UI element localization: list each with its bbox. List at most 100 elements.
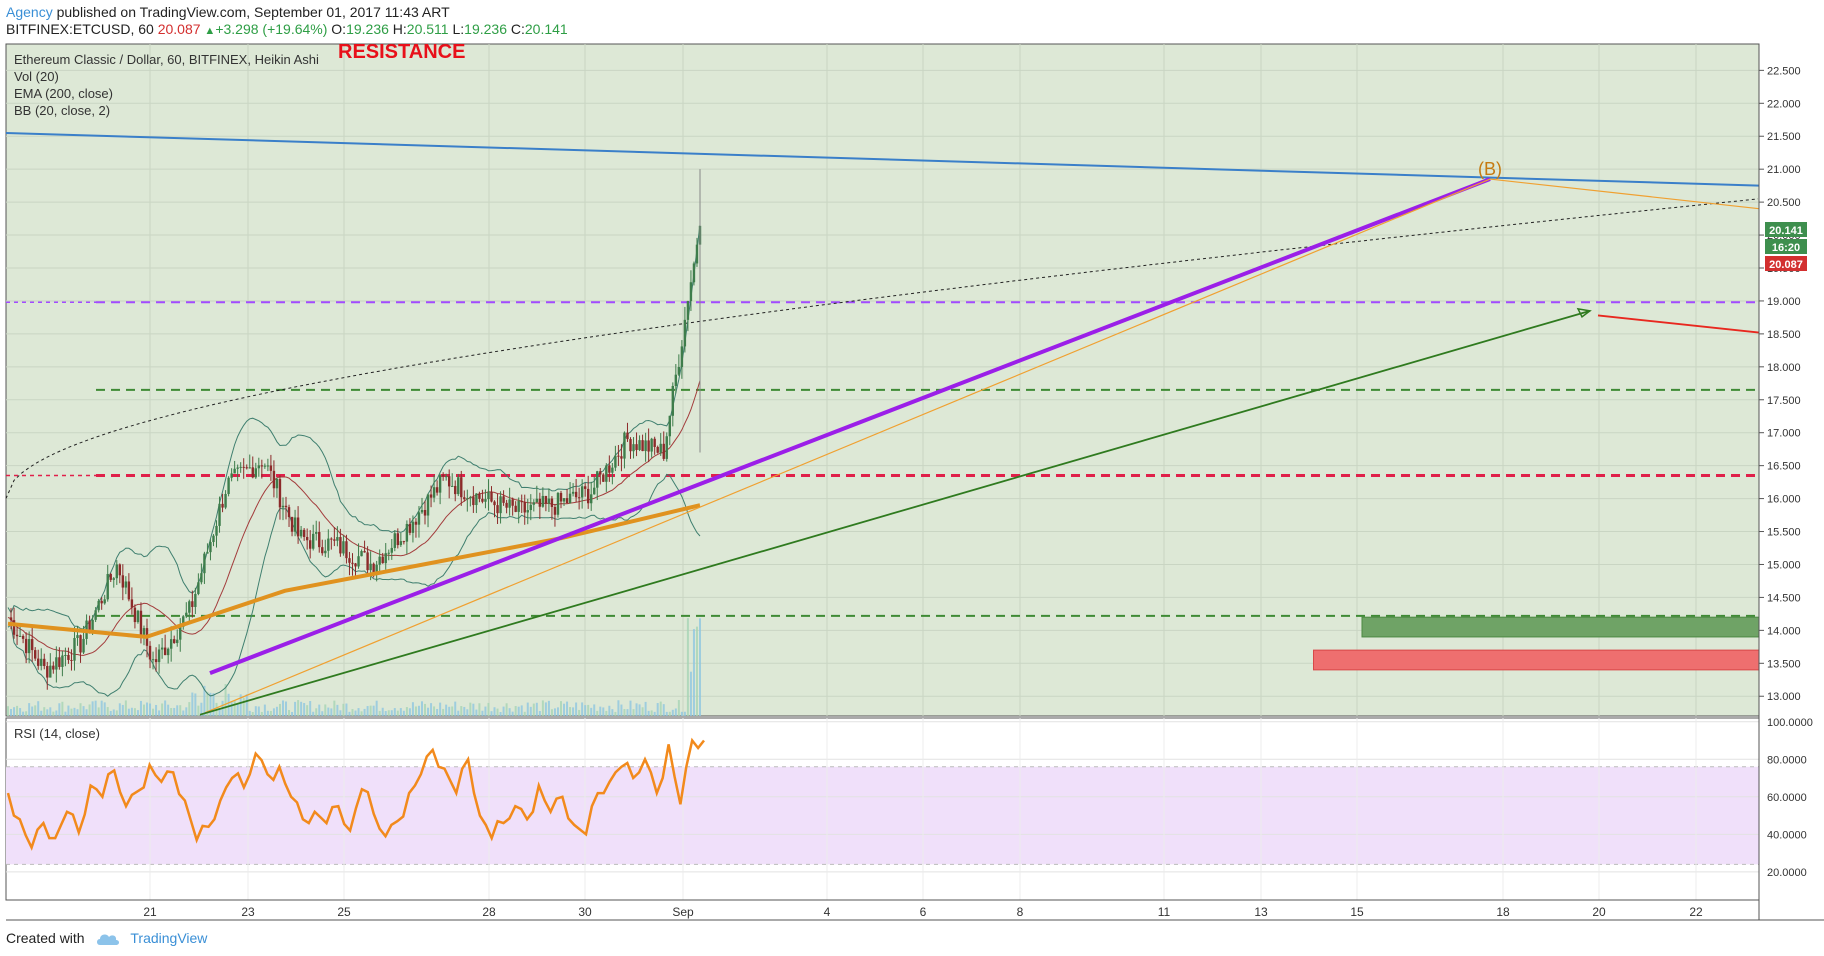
volume-bar <box>689 671 692 716</box>
candle-body <box>166 648 170 656</box>
candle-body <box>375 564 378 574</box>
volume-bar <box>559 701 562 716</box>
price-tick-label: 15.500 <box>1767 527 1801 539</box>
candle-body <box>426 494 430 516</box>
volume-bar <box>206 691 209 716</box>
price-tick-label: 17.000 <box>1767 428 1801 440</box>
volume-bar <box>384 711 387 716</box>
time-tick-label: 6 <box>920 905 927 919</box>
candle-body <box>239 466 242 468</box>
candle-body <box>680 346 684 368</box>
volume-bar <box>7 706 9 716</box>
volume-bar <box>300 701 303 716</box>
candle-body <box>638 440 641 450</box>
candle-body <box>106 573 109 600</box>
candle-body <box>206 552 209 554</box>
candle-body <box>475 493 478 506</box>
candle-body <box>469 497 472 499</box>
candle-body <box>372 563 375 574</box>
volume-bar <box>182 710 185 716</box>
candle-body <box>76 635 79 639</box>
time-tick-label: 4 <box>824 905 831 919</box>
candle-body <box>179 626 182 640</box>
candle-body <box>15 634 19 637</box>
volume-bar <box>318 704 321 716</box>
volume-bar <box>248 710 251 716</box>
volume-bar <box>448 706 451 716</box>
volume-bar <box>200 702 203 716</box>
candle-body <box>182 616 185 627</box>
candle-body <box>532 502 535 505</box>
volume-bar <box>481 710 484 716</box>
candle-body <box>484 499 487 502</box>
volume-bar <box>650 710 653 716</box>
volume-bar <box>454 701 457 716</box>
candle-body <box>37 658 40 666</box>
rsi-band <box>6 766 1759 865</box>
volume-bar <box>197 705 200 716</box>
candle-body <box>127 581 131 600</box>
candle-body <box>40 658 43 666</box>
candle-body <box>689 282 693 302</box>
price-axis[interactable]: 22.50022.00021.50021.00020.50020.00019.5… <box>1759 65 1801 703</box>
volume-bar <box>230 702 233 716</box>
candle-body <box>257 465 261 469</box>
candle-body <box>43 658 46 667</box>
candle-body <box>550 498 554 507</box>
price-pane[interactable] <box>5 43 1760 717</box>
candle-body <box>278 478 282 508</box>
candle-body <box>64 654 67 656</box>
volume-bar <box>209 692 212 716</box>
volume-bar <box>94 700 97 716</box>
volume-bar <box>699 618 701 716</box>
price-tick-label: 15.000 <box>1767 559 1801 571</box>
volume-bar <box>445 704 448 716</box>
volume-bar <box>19 708 22 716</box>
volume-bar <box>578 709 581 716</box>
candle-body <box>324 550 327 554</box>
candle-body <box>58 657 61 667</box>
candle-body <box>614 455 617 468</box>
countdown-badge-text: 16:20 <box>1772 242 1800 254</box>
candle-body <box>321 547 324 554</box>
high-value: 20.511 <box>406 21 449 37</box>
candle-body <box>275 478 279 489</box>
tradingview-link[interactable]: TradingView <box>130 930 208 946</box>
volume-bar <box>173 707 176 716</box>
volume-bar <box>599 706 602 716</box>
volume-bar <box>408 708 411 716</box>
volume-bar <box>656 703 659 716</box>
volume-bar <box>345 703 348 716</box>
volume-bar <box>686 618 689 716</box>
time-axis[interactable]: 21 23 25 28 30 Sep 4 6 8 11 13 15 18 20 22 <box>143 905 1703 919</box>
author-link[interactable]: Agency <box>6 4 53 20</box>
price-tick-label: 16.000 <box>1767 494 1801 506</box>
candle-body <box>393 533 396 548</box>
volume-bar <box>442 708 445 716</box>
volume-bar <box>556 707 559 716</box>
volume-bar <box>139 700 142 716</box>
volume-bar <box>369 705 372 716</box>
time-tick-label: 8 <box>1017 905 1024 919</box>
volume-bar <box>79 703 82 716</box>
volume-bar <box>605 710 608 716</box>
candle-body <box>499 496 502 514</box>
volume-bar <box>70 708 73 716</box>
volume-bar <box>490 711 493 716</box>
candle-body <box>659 443 662 453</box>
volume-bar <box>405 707 408 716</box>
candle-body <box>163 647 167 656</box>
volume-bar <box>653 711 656 716</box>
volume-bar <box>623 709 626 716</box>
volume-bar <box>420 701 423 716</box>
volume-bar <box>155 704 158 716</box>
volume-bar <box>487 702 490 716</box>
rsi-axis[interactable]: 100.0000 80.0000 60.0000 40.0000 20.0000 <box>1767 717 1813 879</box>
volume-bar <box>484 706 487 716</box>
candle-body <box>441 475 445 477</box>
volume-bar <box>683 711 686 716</box>
horizontal-levels <box>6 301 1759 617</box>
candle-body <box>662 443 665 459</box>
volume-bar <box>260 711 263 716</box>
